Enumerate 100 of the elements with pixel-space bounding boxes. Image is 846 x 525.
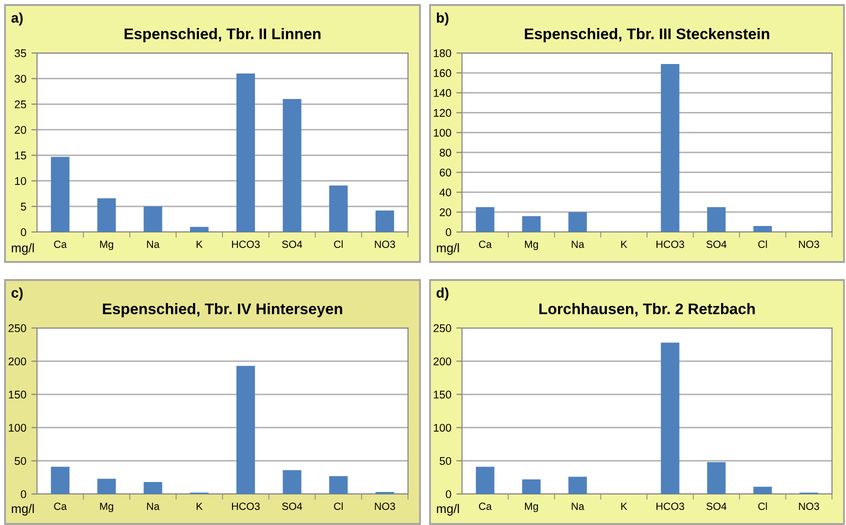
bar: [376, 210, 394, 232]
bar: [282, 99, 302, 232]
y-tick-label: 100: [434, 424, 452, 432]
bar: [144, 482, 162, 494]
x-tick-label: Na: [147, 502, 160, 510]
y-tick-label: 150: [8, 390, 26, 399]
bar: [476, 207, 494, 232]
y-tick-label: 180: [434, 49, 452, 58]
bar: [753, 486, 772, 494]
y-tick-label: 160: [434, 69, 452, 78]
y-tick-label: 10: [15, 177, 26, 185]
bar: [329, 185, 348, 232]
x-tick-label: K: [196, 240, 203, 248]
y-tick-label: 100: [8, 424, 26, 432]
x-tick-label: SO4: [282, 240, 302, 248]
text: c): [12, 288, 23, 300]
bar: [190, 226, 209, 232]
bar: [707, 207, 726, 232]
bar: [50, 156, 70, 232]
x-tick-label: Na: [572, 240, 584, 248]
text: d): [436, 288, 448, 300]
bar: [660, 64, 680, 232]
y-axis-title: mg/l: [12, 504, 34, 516]
chart-title: Espenschied, Tbr. II Linnen: [124, 28, 320, 42]
y-tick-label: 60: [440, 168, 452, 176]
bar: [50, 466, 70, 494]
chart-title: Lorchhausen, Tbr. 2 Retzbach: [539, 303, 755, 316]
y-tick-label: 80: [440, 148, 452, 157]
y-tick-label: 250: [434, 324, 452, 332]
x-tick-label: HCO3: [232, 502, 260, 510]
y-axis-title: mg/l: [436, 504, 459, 516]
y-tick-label: 140: [434, 89, 452, 97]
bar: [522, 479, 541, 494]
y-tick-label: 200: [8, 357, 26, 366]
bar: [568, 212, 587, 232]
x-tick-label: K: [621, 502, 628, 510]
y-tick-label: 20: [440, 208, 452, 216]
y-tick-label: 50: [440, 457, 452, 465]
y-tick-label: 25: [14, 100, 26, 108]
bar: [282, 470, 302, 494]
x-tick-label: Ca: [54, 240, 67, 248]
y-tick-label: 30: [14, 74, 26, 83]
y-tick-label: 120: [434, 108, 452, 117]
bar: [753, 226, 772, 232]
x-tick-label: Ca: [478, 240, 492, 248]
x-tick-label: Mg: [100, 240, 114, 250]
y-tick-label: 0: [20, 228, 26, 236]
y-tick-label: 0: [446, 490, 452, 498]
x-tick-label: SO4: [282, 502, 302, 510]
x-tick-label: K: [196, 502, 203, 510]
chart-title: Espenschied, Tbr. III Steckenstein: [524, 28, 770, 42]
x-tick-label: Cl: [334, 502, 343, 510]
y-tick-label: 250: [8, 324, 26, 332]
x-tick-label: Cl: [758, 240, 767, 248]
y-tick-label: 5: [20, 202, 26, 211]
bar: [236, 73, 255, 232]
x-tick-label: Na: [147, 240, 160, 248]
x-tick-label: Cl: [758, 502, 767, 510]
x-tick-label: NO3: [374, 240, 396, 248]
y-tick-label: 0: [20, 490, 26, 498]
x-tick-label: Ca: [54, 502, 67, 510]
bar: [97, 478, 116, 494]
bar: [329, 476, 348, 494]
x-tick-label: SO4: [706, 502, 726, 510]
y-axis-title: mg/l: [436, 243, 459, 255]
x-tick-label: Mg: [100, 502, 114, 512]
text: a): [11, 12, 23, 26]
y-tick-label: 20: [14, 126, 26, 134]
bar: [707, 462, 726, 494]
x-tick-label: SO4: [706, 240, 726, 248]
x-tick-label: Cl: [334, 240, 343, 248]
bar: [476, 466, 494, 494]
bar: [660, 342, 680, 494]
y-tick-label: 35: [14, 49, 26, 58]
y-tick-label: 200: [434, 357, 452, 366]
y-tick-label: 150: [434, 390, 452, 399]
x-tick-label: NO3: [799, 240, 820, 248]
x-tick-label: HCO3: [656, 502, 684, 510]
y-tick-label: 50: [14, 457, 26, 465]
x-tick-label: K: [621, 240, 628, 248]
x-tick-label: NO3: [374, 502, 396, 510]
x-tick-label: Mg: [524, 240, 538, 250]
chart-title: Espenschied, Tbr. IV Hinterseyen: [102, 303, 342, 318]
bar: [522, 216, 541, 232]
y-tick-label: 15: [15, 152, 26, 160]
bar: [97, 198, 116, 232]
y-tick-label: 0: [446, 228, 452, 236]
x-tick-label: Mg: [524, 502, 538, 512]
y-tick-label: 40: [439, 188, 452, 196]
bar: [144, 206, 162, 232]
x-tick-label: HCO3: [232, 240, 260, 248]
x-tick-label: Na: [572, 502, 584, 510]
bar: [236, 366, 255, 494]
text: b): [436, 12, 448, 26]
y-tick-label: 100: [434, 128, 452, 137]
bar: [568, 476, 587, 494]
x-tick-label: Ca: [478, 502, 492, 510]
x-tick-label: HCO3: [656, 240, 684, 248]
y-axis-title: mg/l: [12, 243, 34, 255]
x-tick-label: NO3: [799, 502, 820, 510]
